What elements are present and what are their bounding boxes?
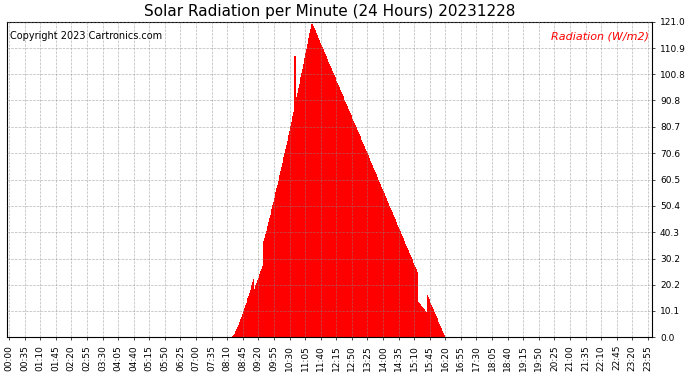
Text: Copyright 2023 Cartronics.com: Copyright 2023 Cartronics.com <box>10 31 162 41</box>
Title: Solar Radiation per Minute (24 Hours) 20231228: Solar Radiation per Minute (24 Hours) 20… <box>144 4 515 19</box>
Text: Radiation (W/m2): Radiation (W/m2) <box>551 31 649 41</box>
